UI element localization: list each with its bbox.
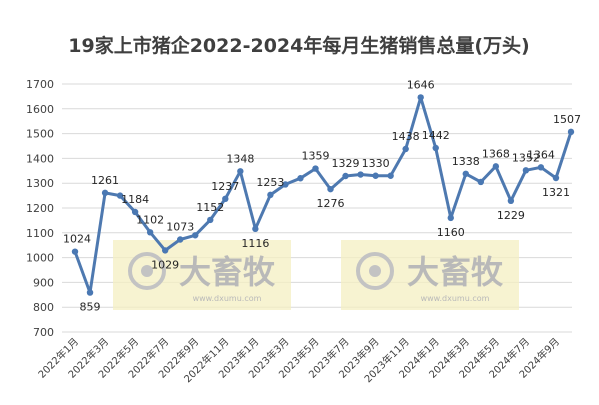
y-tick-label: 1500 [26,128,54,141]
data-point [507,197,515,205]
data-point [432,144,439,152]
y-tick-label: 1700 [26,78,54,91]
chart-title: 19家上市猪企2022-2024年每月生猪销售总量(万头) [68,34,529,57]
data-label: 1229 [497,209,525,222]
data-label: 1073 [166,220,194,233]
data-label: 1329 [332,157,360,170]
data-point [131,208,139,216]
data-label: 1368 [482,147,510,160]
data-point [116,192,124,199]
data-point [327,185,334,193]
watermark-logo-icon [128,252,166,290]
data-point [146,229,154,236]
watermark: 大畜牧 www.dxumu.com [341,240,519,310]
data-point [342,172,349,180]
data-label: 1359 [301,150,329,163]
watermark-url: www.dxumu.com [193,294,262,303]
data-point [447,214,454,222]
data-label: 1438 [392,130,420,143]
y-axis: 700 800 900 1000 1100 1200 1300 1400 1500 1600 170… [26,78,54,339]
y-tick-label: 1100 [26,227,54,240]
data-point [192,232,199,239]
data-label: 1116 [241,237,269,250]
y-tick-label: 1000 [26,252,54,265]
data-label: 1321 [542,186,570,199]
data-point [161,247,169,254]
data-labels: 1024859126111841102102910731152123713481… [63,78,581,313]
data-label: 1338 [452,155,480,168]
data-label: 1330 [362,157,390,170]
data-label: 1261 [91,174,119,187]
data-point [492,163,500,170]
data-point [552,174,560,182]
data-point [417,94,424,101]
data-label: 1102 [136,213,164,226]
data-label: 1029 [151,258,179,271]
watermark-logo-dot-icon [369,265,381,277]
data-label: 1237 [211,180,239,193]
data-point [237,168,244,175]
data-label: 1364 [527,148,555,161]
data-point [462,170,469,177]
data-point [177,236,184,243]
watermark-name: 大畜牧 [179,253,276,291]
data-point [297,175,304,182]
series [71,94,575,296]
data-label: 1152 [196,201,224,214]
watermark-url: www.dxumu.com [421,294,490,303]
data-label: 1352 [512,151,540,164]
watermark-name: 大畜牧 [407,253,504,291]
watermark-logo-icon [356,252,394,290]
data-label: 1348 [226,152,254,165]
data-label: 1442 [422,129,450,142]
y-tick-label: 1600 [26,103,54,116]
y-tick-label: 700 [33,326,54,339]
data-label: 1276 [317,197,345,210]
data-point [522,167,530,174]
y-tick-label: 1200 [26,202,54,215]
y-tick-label: 800 [33,301,54,314]
data-point [267,191,274,199]
series-line [73,95,573,295]
watermark-logo-dot-icon [141,265,153,277]
data-label: 859 [80,301,101,314]
y-tick-label: 1400 [26,152,54,165]
y-tick-label: 900 [33,276,54,289]
data-point [207,216,214,224]
x-axis: 2022年1月2022年3月2022年5月2022年7月2022年9月2022年… [35,335,562,385]
data-point [222,195,229,203]
y-tick-label: 1300 [26,177,54,190]
data-point [567,128,575,136]
data-label: 1184 [121,193,149,206]
data-point [101,189,109,197]
data-point [357,171,364,178]
watermark: 大畜牧 www.dxumu.com [113,240,291,310]
data-label: 1507 [553,113,581,126]
data-point [282,181,289,188]
data-point [402,145,409,153]
data-point [252,225,259,233]
watermarks: 大畜牧 www.dxumu.com 大畜牧 www.dxumu.com [113,240,519,310]
data-point [537,164,545,171]
data-point [372,172,379,179]
data-label: 1160 [437,226,465,239]
data-point [86,289,94,296]
data-point [312,165,319,172]
data-label: 1646 [407,78,435,91]
data-label: 1253 [256,176,284,189]
data-point [477,178,485,186]
data-label: 1024 [63,233,91,246]
data-point [71,248,79,255]
data-point [387,172,394,179]
